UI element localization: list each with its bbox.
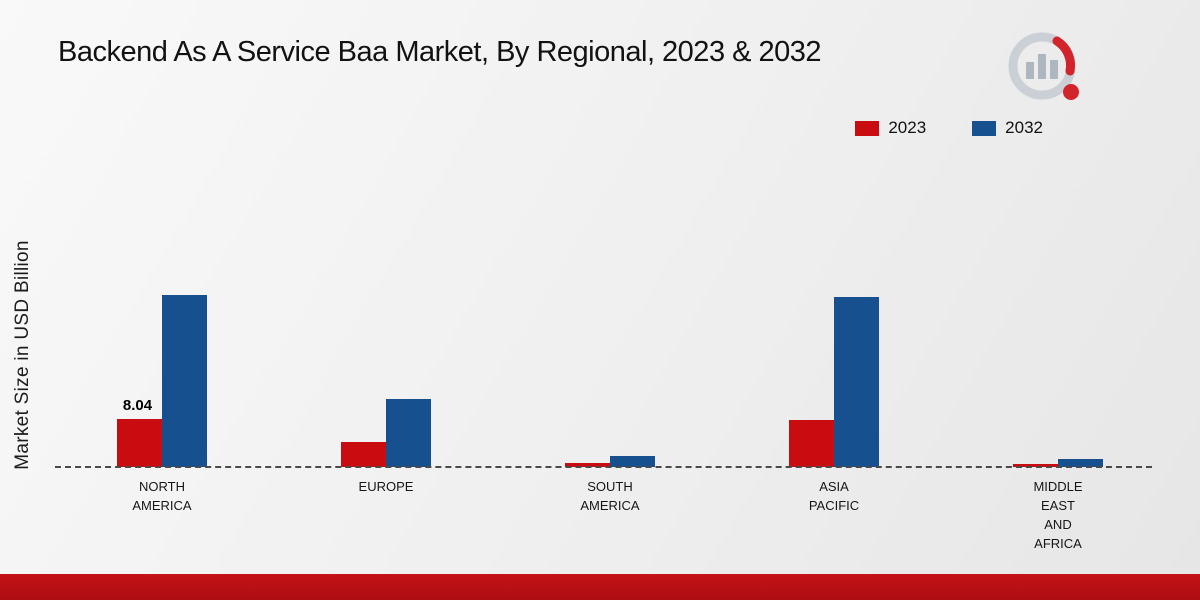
bar-2032-north-america: [162, 295, 207, 467]
legend-swatch-2023: [855, 120, 880, 136]
bar-group-north-america: 8.04: [50, 295, 274, 467]
bar-2023-middle-east-and-africa: [1013, 464, 1058, 467]
bar-2023-north-america: 8.04: [117, 397, 162, 467]
brand-logo-graphic: [1008, 32, 1079, 100]
bar-2032-europe: [386, 399, 431, 467]
bar-value-label: 8.04: [122, 397, 153, 414]
bar-2032-asia-pacific: [834, 297, 879, 467]
brand-logo: [997, 24, 1092, 114]
legend-label-2023: 2023: [888, 118, 927, 137]
bar-group-europe: [274, 399, 498, 467]
chart-title: Backend As A Service Baa Market, By Regi…: [58, 36, 822, 68]
bar-2032-south-america: [610, 456, 655, 467]
x-axis-baseline: [55, 466, 1152, 468]
category-label-middle-east-and-africa: MIDDLE EAST AND AFRICA: [1033, 479, 1083, 551]
bar-group-middle-east-and-africa: [946, 459, 1170, 467]
category-label-asia-pacific: ASIA PACIFIC: [808, 479, 860, 513]
category-label-south-america: SOUTH AMERICA: [580, 479, 640, 513]
category-label-europe: EUROPE: [358, 479, 414, 494]
category-axis: NORTH AMERICA EUROPE SOUTH AMERICA ASIA PAC…: [50, 478, 1170, 553]
category-label-north-america: NORTH AMERICA: [132, 479, 192, 513]
bar-2023-asia-pacific: [789, 420, 834, 467]
bar-2032-middle-east-and-africa: [1058, 459, 1103, 467]
bar-2023-south-america: [565, 463, 610, 467]
bar-group-asia-pacific: [722, 297, 946, 467]
legend: 2023 2032: [855, 118, 1043, 138]
footer-band: [0, 574, 1200, 600]
legend-item-2023: 2023: [855, 118, 926, 138]
bar-group-south-america: [498, 456, 722, 467]
legend-item-2032: 2032: [972, 118, 1043, 138]
logo-red-dot: [1063, 84, 1079, 100]
bar-2023-europe: [341, 442, 386, 467]
y-axis-title: Market Size in USD Billion: [12, 240, 33, 470]
legend-label-2032: 2032: [1005, 118, 1043, 137]
logo-red-arc: [1052, 36, 1075, 76]
legend-swatch-2032: [972, 120, 997, 136]
plot-area: 8.04: [50, 110, 1170, 467]
logo-bar-chart-icon: [1026, 62, 1034, 79]
